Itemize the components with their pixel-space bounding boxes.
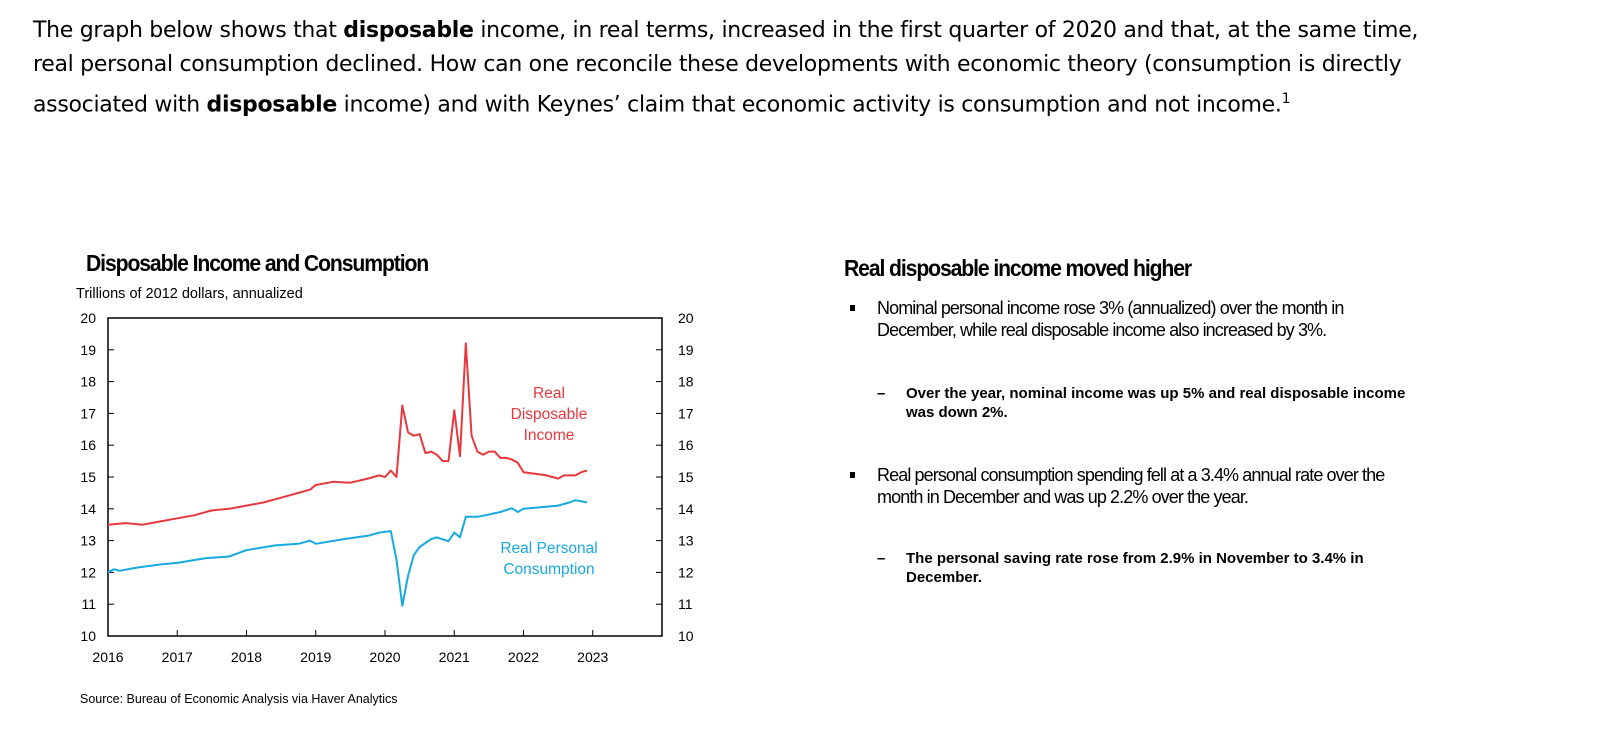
chart-source: Source: Bureau of Economic Analysis via … — [80, 692, 398, 706]
y-tick-label-left: 15 — [80, 469, 96, 485]
y-tick-label-left: 20 — [80, 310, 96, 326]
sub-bullet-item: – The personal saving rate rose from 2.9%… — [877, 549, 1417, 587]
y-tick-label-right: 15 — [678, 469, 694, 485]
x-tick-label: 2016 — [92, 649, 123, 665]
sub-bullet-item: – Over the year, nominal income was up 5%… — [877, 384, 1417, 422]
y-tick-label-left: 14 — [80, 501, 96, 517]
y-tick-label-left: 11 — [81, 596, 96, 612]
y-tick-label-right: 20 — [678, 310, 694, 326]
series-label: Consumption — [503, 561, 594, 578]
series-line-real-personal-consumption — [107, 499, 588, 607]
x-tick-label: 2022 — [508, 649, 539, 665]
y-tick-label-right: 10 — [678, 628, 694, 644]
chart-subtitle: Trillions of 2012 dollars, annualized — [76, 286, 303, 302]
series-label: Disposable — [511, 406, 588, 423]
y-tick-label-left: 10 — [80, 628, 96, 644]
x-tick-label: 2020 — [369, 649, 400, 665]
y-tick-label-right: 18 — [678, 374, 694, 390]
bullet-text: Real personal consumption spending fell … — [877, 465, 1385, 507]
question-text: income) and with Keynes’ claim that econ… — [336, 92, 1282, 118]
series-label: Income — [524, 427, 575, 444]
x-tick-label: 2019 — [300, 649, 331, 665]
bullet-item: Real personal consumption spending fell … — [850, 464, 1410, 508]
y-tick-label-right: 14 — [678, 501, 694, 517]
x-tick-label: 2017 — [162, 649, 193, 665]
bullet-square-icon — [850, 472, 855, 478]
dash-icon: – — [877, 550, 886, 567]
y-tick-label-right: 12 — [678, 564, 694, 580]
x-tick-label: 2018 — [231, 649, 262, 665]
series-line-real-disposable-income — [107, 342, 588, 526]
y-tick-label-left: 12 — [80, 564, 96, 580]
question-emphasis: disposable — [343, 18, 474, 43]
y-tick-label-left: 19 — [80, 342, 96, 358]
question-text: income, in real terms, increased in the … — [33, 18, 1419, 118]
x-tick-label: 2021 — [439, 649, 470, 665]
question-text: The graph below shows that — [33, 18, 344, 43]
y-tick-label-left: 13 — [80, 533, 96, 549]
x-tick-label: 2023 — [577, 649, 608, 665]
y-tick-label-left: 18 — [80, 374, 96, 390]
question-paragraph: The graph below shows that disposable in… — [33, 14, 1453, 122]
dash-icon: – — [877, 385, 886, 402]
y-tick-label-left: 16 — [80, 437, 96, 453]
footnote-marker: 1 — [1281, 91, 1291, 107]
series-label: Real Personal — [500, 540, 597, 557]
y-tick-label-right: 16 — [678, 437, 694, 453]
bullet-text: Nominal personal income rose 3% (annuali… — [877, 298, 1344, 340]
line-chart: 10 11 12 13 14 15 16 17 18 19 20 10 11 12 13 14 15 16 17 18… — [80, 310, 694, 665]
series-label: Real — [533, 385, 565, 402]
y-tick-label-right: 13 — [678, 533, 694, 549]
y-tick-label-right: 19 — [678, 342, 694, 358]
bullet-item: Nominal personal income rose 3% (annuali… — [850, 297, 1410, 341]
question-emphasis: disposable — [206, 92, 338, 118]
sub-bullet-text: Over the year, nominal income was up 5% … — [906, 385, 1406, 421]
bullet-square-icon — [850, 305, 855, 311]
summary-title: Real disposable income moved higher — [844, 255, 1192, 281]
sub-bullet-text: The personal saving rate rose from 2.9% … — [906, 550, 1364, 586]
y-tick-label-left: 17 — [80, 405, 96, 421]
y-tick-label-right: 17 — [678, 405, 694, 421]
chart-title: Disposable Income and Consumption — [86, 250, 429, 276]
y-tick-label-right: 11 — [678, 596, 693, 612]
